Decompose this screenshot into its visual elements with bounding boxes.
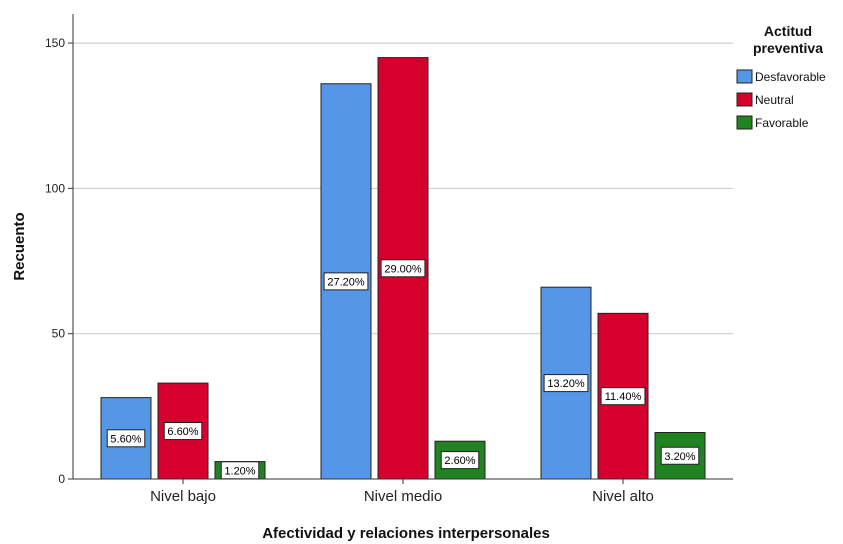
x-tick-label-1: Nivel medio: [364, 488, 442, 505]
x-tick-label-2: Nivel alto: [592, 488, 654, 505]
legend-label-favorable: Favorable: [755, 116, 809, 130]
data-label-favorable-2: 3.20%: [664, 451, 695, 463]
legend: Actitud preventiva Desfavorable Neutral Fa…: [736, 23, 826, 130]
data-label-desfavorable-0: 5.60%: [110, 433, 141, 445]
data-label-neutral-1: 29.00%: [384, 263, 422, 275]
x-tick-label-0: Nivel bajo: [150, 488, 216, 505]
data-label-box-favorable-1: [440, 451, 480, 470]
data-label-neutral-0: 6.60%: [167, 426, 198, 438]
bars: 5.60% 6.60% 1.20% 27.20% 29.00% 2.60% 13.20% 11…: [100, 57, 706, 480]
data-label-box-desfavorable-1: [323, 272, 369, 291]
data-label-box-desfavorable-0: [106, 429, 146, 448]
data-label-box-favorable-2: [660, 446, 700, 465]
data-label-box-neutral-0: [163, 422, 203, 441]
data-label-neutral-2: 11.40%: [605, 391, 642, 403]
legend-label-neutral: Neutral: [755, 93, 794, 107]
legend-title-line-2: preventiva: [753, 40, 823, 56]
y-tick-label-0: 0: [58, 472, 65, 486]
y-axis: 0 50 100 150: [45, 14, 74, 486]
y-axis-title: Recuento: [11, 212, 28, 280]
legend-swatch-desfavorable: [736, 69, 753, 84]
data-label-desfavorable-1: 27.20%: [327, 276, 365, 288]
y-tick-label-150: 150: [45, 36, 65, 50]
x-axis-title: Afectividad y relaciones interpersonales: [262, 525, 550, 542]
legend-swatch-favorable: [736, 115, 753, 130]
legend-title-line-1: Actitud: [764, 23, 812, 39]
y-tick-label-100: 100: [45, 181, 65, 195]
data-label-box-neutral-1: [380, 259, 426, 278]
legend-swatch-neutral: [736, 92, 753, 107]
y-tick-label-50: 50: [52, 327, 66, 341]
legend-label-desfavorable: Desfavorable: [755, 70, 826, 84]
data-label-desfavorable-2: 13.20%: [547, 378, 585, 390]
data-label-box-neutral-2: [600, 387, 646, 406]
data-label-box-desfavorable-2: [543, 374, 589, 393]
data-label-favorable-1: 2.60%: [444, 455, 475, 467]
x-axis: Nivel bajo Nivel medio Nivel alto: [73, 478, 733, 505]
data-label-favorable-0: 1.20%: [224, 465, 255, 477]
